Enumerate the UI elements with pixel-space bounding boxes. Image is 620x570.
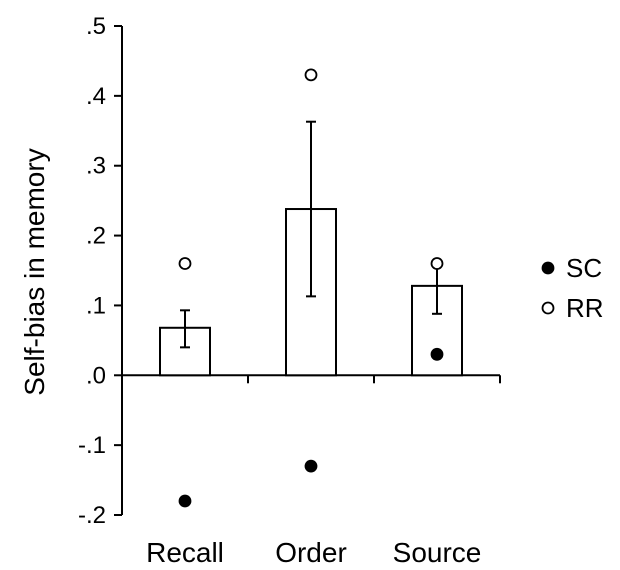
- x-category-label-source: Source: [393, 537, 482, 568]
- y-tick-label-5: .0: [86, 362, 106, 389]
- y-tick-label-0: .5: [86, 13, 106, 40]
- x-axis: Recall Order Source: [122, 374, 501, 568]
- point-sc-source: [430, 347, 444, 361]
- y-tick-label-4: .1: [86, 292, 106, 319]
- legend-label-sc: SC: [566, 253, 602, 283]
- y-axis-title: Self-bias in memory: [19, 148, 50, 395]
- legend-marker-sc: [541, 261, 555, 275]
- point-rr-recall: [178, 257, 192, 270]
- legend-label-rr: RR: [566, 293, 604, 323]
- y-tick-label-6: -.1: [78, 432, 106, 459]
- legend-marker-rr: [541, 301, 555, 315]
- point-rr-order: [304, 68, 318, 82]
- y-tick-label-2: .3: [86, 153, 106, 180]
- y-tick-label-7: -.2: [78, 502, 106, 529]
- point-sc-order: [304, 459, 318, 473]
- error-bar-recall: [180, 309, 190, 349]
- error-bars: [180, 120, 442, 349]
- point-sc-recall: [178, 494, 192, 508]
- x-category-label-order: Order: [275, 537, 347, 568]
- y-axis: .5 .4 .3 .2 .1 .0 -.1 -.2: [78, 13, 123, 529]
- y-tick-label-1: .4: [86, 83, 106, 110]
- legend: SC RR: [541, 253, 604, 323]
- x-category-label-recall: Recall: [146, 537, 224, 568]
- point-rr-source: [430, 257, 444, 270]
- data-points: [178, 68, 444, 508]
- error-bar-order: [306, 120, 316, 298]
- y-tick-label-3: .2: [86, 223, 106, 250]
